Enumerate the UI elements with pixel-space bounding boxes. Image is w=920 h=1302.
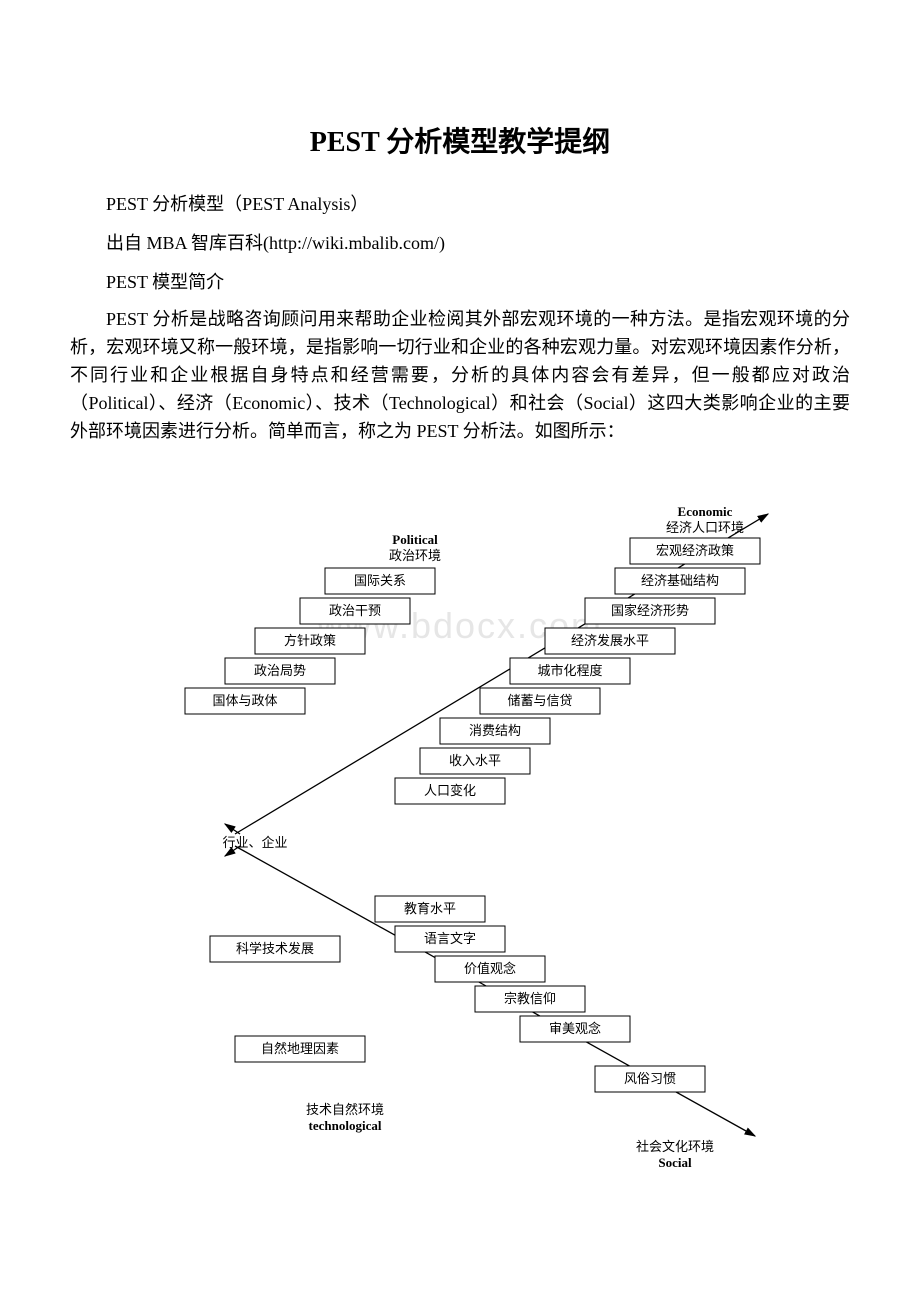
- political-node-label: 政治干预: [329, 603, 381, 618]
- pest-diagram-svg: 行业、企业 Economic经济人口环境 Political政治环境技术自然环境te…: [140, 496, 780, 1186]
- political-node-label: 国际关系: [354, 573, 406, 588]
- technological-node-label: 科学技术发展: [236, 941, 314, 956]
- header-political-cn: 政治环境: [389, 548, 441, 563]
- social-node-label: 审美观念: [549, 1021, 601, 1036]
- header-political-en: Political: [392, 532, 438, 547]
- economic-node-label: 储蓄与信贷: [507, 693, 572, 708]
- section-heading: PEST 模型简介: [70, 268, 850, 297]
- economic-node-label: 收入水平: [449, 753, 501, 768]
- economic-node-label: 消费结构: [469, 723, 521, 738]
- political-node-label: 国体与政体: [212, 693, 277, 708]
- social-node-label: 风俗习惯: [624, 1071, 676, 1086]
- social-node-label: 语言文字: [424, 931, 476, 946]
- header-technological-cn: 技术自然环境: [306, 1102, 384, 1117]
- subtitle-2: 出自 MBA 智库百科(http://wiki.mbalib.com/): [70, 229, 850, 258]
- social-node-label: 教育水平: [404, 901, 456, 916]
- page-title: PEST 分析模型教学提纲: [70, 120, 850, 160]
- pest-diagram: 行业、企业 Economic经济人口环境 Political政治环境技术自然环境te…: [140, 496, 780, 1186]
- header-economic-en: Economic: [678, 504, 733, 519]
- economic-node-label: 经济基础结构: [641, 573, 719, 588]
- body-paragraph: PEST 分析是战略咨询顾问用来帮助企业检阅其外部宏观环境的一种方法。是指宏观环…: [70, 306, 850, 445]
- political-node-label: 方针政策: [284, 633, 336, 648]
- header-social-en: Social: [658, 1155, 692, 1170]
- header-economic-cn: 经济人口环境: [666, 520, 744, 535]
- subtitle-1: PEST 分析模型（PEST Analysis）: [70, 190, 850, 219]
- economic-node-label: 经济发展水平: [571, 633, 649, 648]
- economic-node-label: 人口变化: [424, 783, 476, 798]
- social-node-label: 价值观念: [464, 961, 516, 976]
- economic-node-label: 国家经济形势: [611, 603, 689, 618]
- technological-node-label: 自然地理因素: [261, 1041, 339, 1056]
- social-node-label: 宗教信仰: [504, 991, 556, 1006]
- economic-node-label: 城市化程度: [537, 663, 602, 678]
- political-node-label: 政治局势: [254, 663, 306, 678]
- economic-node-label: 宏观经济政策: [656, 543, 734, 558]
- center-label: 行业、企业: [222, 835, 287, 850]
- header-technological-en: technological: [309, 1118, 382, 1133]
- header-social-cn: 社会文化环境: [636, 1139, 714, 1154]
